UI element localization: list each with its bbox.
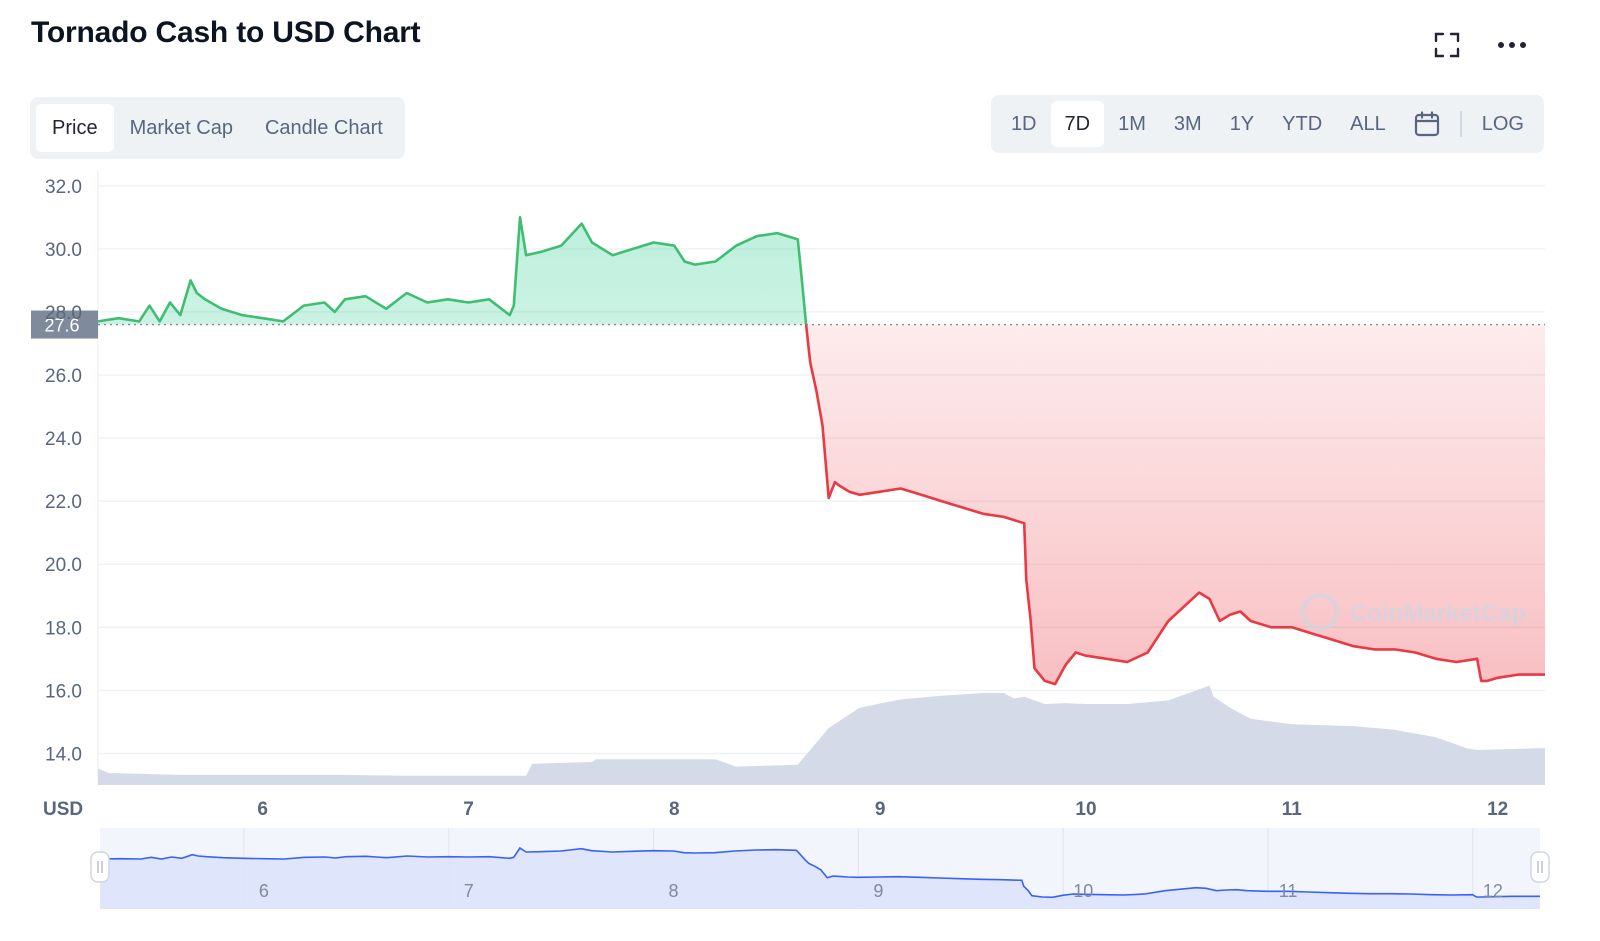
y-tick-label: 14.0 [45, 744, 82, 765]
x-tick-label: 8 [669, 799, 680, 820]
y-tick-label: 20.0 [45, 555, 82, 576]
baseline-label: 27.6 [44, 316, 79, 336]
tab-price[interactable]: Price [36, 104, 114, 152]
coinmarketcap-logo-icon [1301, 593, 1339, 631]
time-range-tabs: 1D 7D 1M 3M 1Y YTD ALL LOG [990, 95, 1544, 153]
range-3m[interactable]: 3M [1173, 112, 1202, 135]
page-title: Tornado Cash to USD Chart [31, 16, 421, 49]
range-1y[interactable]: 1Y [1229, 112, 1255, 135]
navigator-tick-label: 9 [873, 881, 883, 901]
navigator-tick-label: 11 [1279, 881, 1298, 901]
range-ytd[interactable]: YTD [1282, 112, 1323, 135]
log-toggle[interactable]: LOG [1481, 112, 1524, 135]
x-tick-label: 12 [1487, 799, 1508, 820]
y-tick-label: 28.0 [45, 303, 82, 324]
tab-candle-chart[interactable]: Candle Chart [264, 116, 383, 139]
navigator-tick-label: 6 [259, 881, 269, 901]
navigator-line [99, 846, 1540, 899]
x-tick-label: 6 [257, 799, 268, 820]
navigator-handle-right[interactable] [1530, 851, 1550, 883]
range-1m[interactable]: 1M [1118, 112, 1146, 135]
chart-type-tabs: Price Market Cap Candle Chart [30, 97, 405, 159]
y-tick-label: 22.0 [45, 492, 82, 513]
navigator-area [100, 848, 1540, 909]
more-horizontal-icon [1498, 42, 1526, 48]
price-line-down [804, 324, 1545, 686]
y-tick-label: 24.0 [45, 429, 82, 450]
y-tick-label: 26.0 [45, 366, 82, 387]
y-tick-label: 16.0 [45, 681, 82, 702]
navigator-handle-left[interactable] [90, 851, 110, 883]
y-tick-label: 32.0 [45, 177, 82, 198]
y-axis-unit: USD [43, 799, 83, 820]
x-tick-label: 7 [463, 799, 474, 820]
x-tick-label: 9 [875, 799, 886, 820]
y-tick-label: 18.0 [45, 618, 82, 639]
handle-body [1530, 851, 1550, 883]
navigator-tick-label: 7 [464, 881, 474, 901]
navigator-tick-label: 10 [1073, 881, 1093, 901]
navigator-background [100, 828, 1540, 909]
x-tick-label: 11 [1282, 799, 1303, 820]
more-button[interactable] [1494, 27, 1530, 63]
y-tick-label: 30.0 [45, 240, 82, 261]
volume-area [98, 685, 1545, 785]
range-7d[interactable]: 7D [1050, 101, 1105, 147]
navigator-tick-label: 8 [669, 881, 679, 901]
calendar-icon [1414, 111, 1439, 137]
price-area-up [98, 217, 1545, 325]
range-1d[interactable]: 1D [1010, 112, 1037, 135]
navigator-tick-label: 12 [1483, 881, 1503, 901]
handle-body [90, 851, 110, 883]
x-tick-label: 10 [1075, 799, 1096, 820]
watermark-text: CoinMarketCap [1350, 600, 1526, 627]
separator [1459, 111, 1462, 137]
fullscreen-icon [1434, 32, 1460, 58]
range-all[interactable]: ALL [1350, 112, 1386, 135]
price-line-up [97, 216, 808, 325]
calendar-button[interactable] [1400, 101, 1454, 147]
price-area-down [806, 324, 1545, 685]
fullscreen-button[interactable] [1429, 27, 1465, 63]
baseline-label-bg [31, 310, 98, 339]
tab-market-cap[interactable]: Market Cap [129, 116, 233, 139]
